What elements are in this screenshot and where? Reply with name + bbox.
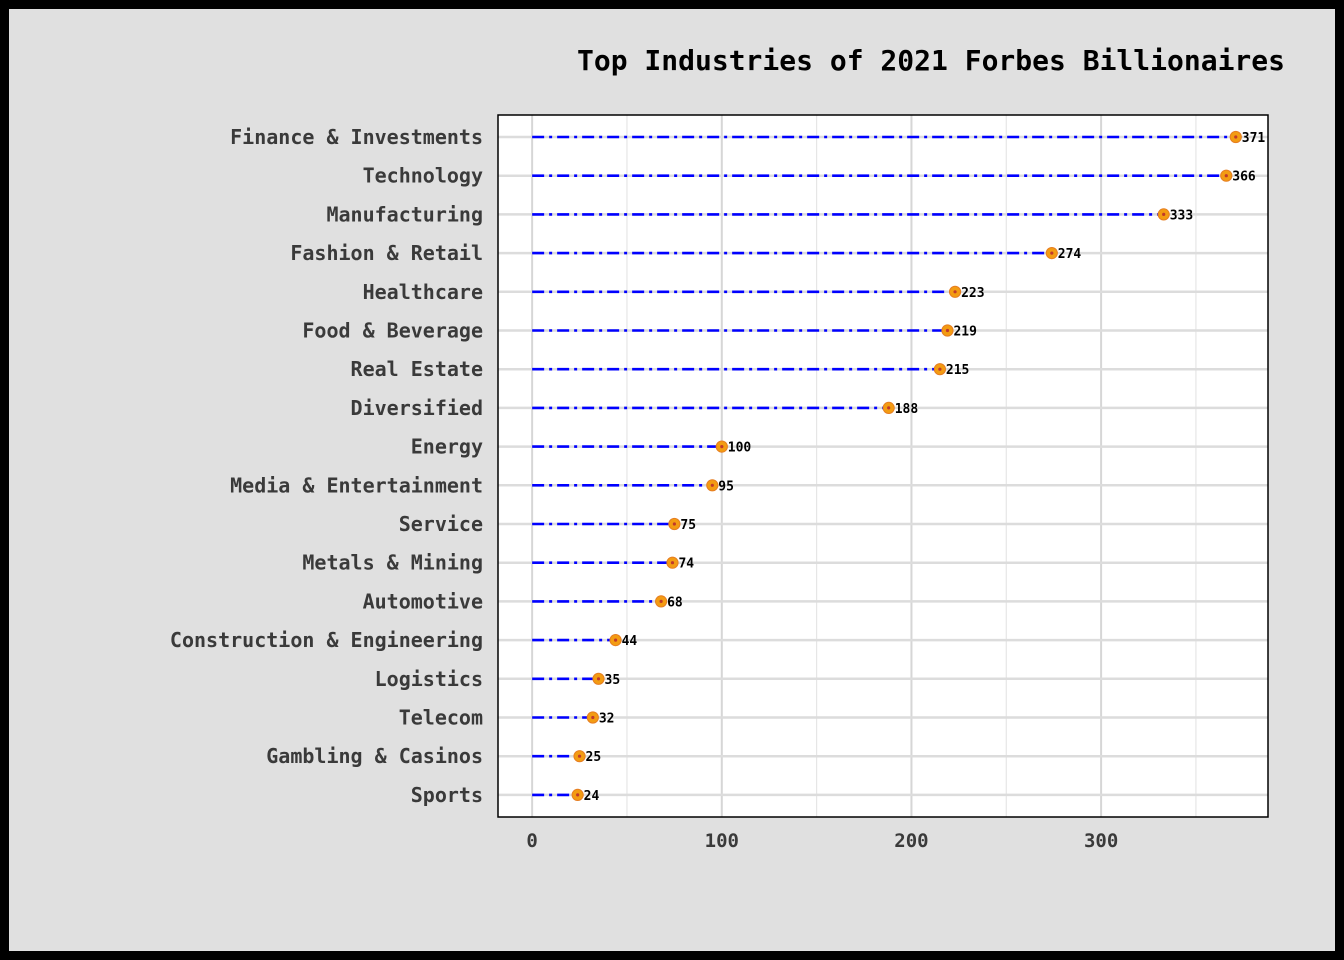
stems (532, 135, 1236, 797)
chart: Top Industries of 2021 Forbes Billionair… (170, 44, 1285, 852)
data-label: 24 (584, 789, 600, 804)
lollipop-marker-center (577, 754, 582, 758)
lollipop-marker-center (720, 445, 724, 449)
lollipop-marker-center (591, 715, 595, 720)
data-label: 366 (1232, 170, 1256, 185)
category-label: Manufacturing (326, 202, 483, 226)
data-label: 95 (718, 479, 734, 494)
category-label: Technology (363, 164, 483, 188)
value-labels: 371 366 333 274 223 219 215 188 100 95 75 74 68 44 35 3… (584, 131, 1266, 804)
plot-border (497, 114, 1269, 818)
x-tick-label: 200 (894, 830, 928, 852)
category-labels: Finance & Investments Technology Manufactu… (170, 125, 483, 807)
lollipop-marker-center (938, 367, 942, 371)
data-label: 35 (605, 673, 621, 688)
lollipop-marker-center (596, 677, 601, 681)
category-label: Logistics (375, 667, 483, 691)
lollipop-marker-center (1234, 135, 1238, 139)
category-label: Fashion & Retail (290, 241, 483, 265)
category-label: Media & Entertainment (230, 473, 483, 497)
data-label: 44 (622, 634, 638, 649)
plot-area (498, 115, 1268, 817)
x-tick-label: 300 (1084, 830, 1118, 852)
data-label: 219 (953, 325, 976, 340)
lollipop-marker-center (613, 638, 618, 642)
category-label: Construction & Engineering (170, 628, 483, 652)
lollipop-marker-center (1162, 212, 1166, 216)
chart-title: Top Industries of 2021 Forbes Billionair… (577, 44, 1285, 77)
category-label: Service (399, 512, 483, 536)
lollipop-marker-center (670, 561, 675, 565)
category-label: Healthcare (363, 280, 483, 304)
data-label: 100 (728, 441, 752, 456)
lollipop-marker-center (953, 290, 957, 294)
category-label: Energy (411, 435, 483, 459)
lollipop-marker-center (945, 328, 950, 333)
data-label: 75 (680, 518, 696, 533)
data-label: 215 (946, 363, 969, 378)
x-tick-label: 100 (705, 830, 739, 852)
lollipop-marker-center (659, 599, 663, 604)
lollipop-marker-center (1224, 174, 1228, 178)
data-label: 188 (895, 402, 919, 417)
data-label: 371 (1242, 131, 1266, 146)
lollipop-marker-center (887, 406, 891, 410)
data-label: 32 (599, 712, 615, 727)
chart-frame: Top Industries of 2021 Forbes Billionair… (9, 9, 1335, 951)
data-label: 274 (1058, 247, 1082, 262)
category-label: Metals & Mining (302, 551, 483, 575)
markers (571, 130, 1242, 802)
lollipop-marker-center (1050, 251, 1054, 255)
lollipop-marker-center (576, 793, 580, 797)
x-tick-label: 0 (526, 830, 537, 852)
data-label: 68 (667, 595, 683, 610)
category-label: Diversified (351, 396, 483, 420)
category-label: Finance & Investments (230, 125, 483, 149)
category-label: Food & Beverage (302, 319, 483, 343)
category-label: Telecom (399, 706, 483, 730)
category-label: Sports (411, 783, 483, 807)
data-label: 25 (586, 750, 602, 765)
category-label: Gambling & Casinos (266, 744, 483, 768)
lollipop-marker-center (672, 522, 676, 526)
data-label: 223 (961, 286, 984, 301)
category-label: Automotive (363, 589, 483, 613)
data-label: 333 (1170, 208, 1193, 223)
data-label: 74 (678, 557, 694, 572)
lollipop-marker-center (710, 483, 714, 487)
x-tick-labels: 0 100 200 300 (526, 830, 1118, 852)
category-label: Real Estate (351, 357, 483, 381)
